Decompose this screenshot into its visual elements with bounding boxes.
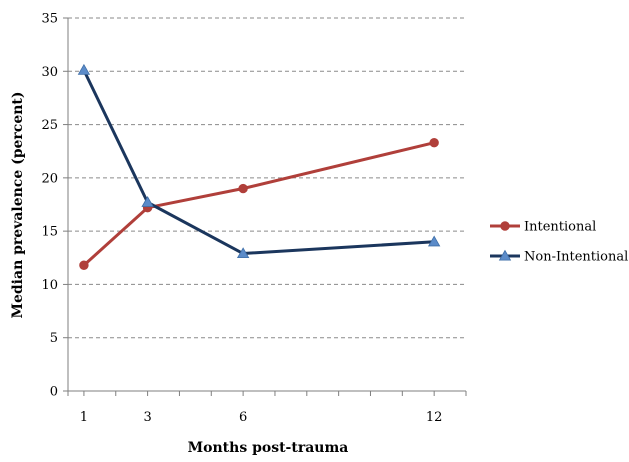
grid-lines [68, 17, 466, 339]
series-intentional [79, 137, 439, 270]
legend-label: Non-Intentional [524, 250, 628, 265]
legend-marker [500, 221, 510, 231]
series-line [82, 68, 436, 256]
y-tick-label: 10 [41, 278, 58, 293]
y-tick-label: 35 [41, 12, 58, 27]
series-non-intentional [77, 63, 441, 259]
y-tick-label: 0 [50, 385, 58, 400]
y-tick-label: 30 [41, 65, 58, 80]
x-tick-label: 1 [80, 410, 88, 425]
x-tick-label: 12 [426, 410, 443, 425]
legend-entry: Intentional [490, 220, 596, 235]
y-tick-label: 20 [41, 171, 58, 186]
data-point [236, 247, 250, 259]
x-tick-label: 6 [239, 410, 247, 425]
legend-marker [498, 249, 512, 261]
x-tick-label: 3 [143, 410, 151, 425]
data-point [141, 196, 154, 207]
series-line [82, 141, 436, 267]
data-point [429, 137, 439, 148]
legend: Intentional Non-Intentional [490, 220, 628, 265]
legend-entry: Non-Intentional [490, 250, 628, 265]
y-tick-label: 5 [50, 331, 58, 346]
data-point [427, 235, 441, 247]
y-tick-label: 25 [41, 118, 58, 133]
data-point [77, 63, 91, 75]
y-tick-label: 15 [41, 225, 58, 240]
y-axis-title: Median prevalence (percent) [10, 91, 26, 318]
legend-label: Intentional [524, 220, 596, 235]
axes: 0 5 10 15 20 25 30 35 1 3 6 12 [41, 12, 467, 425]
data-point [238, 183, 248, 194]
data-point [79, 260, 89, 270]
x-axis-title: Months post-trauma [188, 440, 349, 456]
data-series [77, 63, 441, 270]
